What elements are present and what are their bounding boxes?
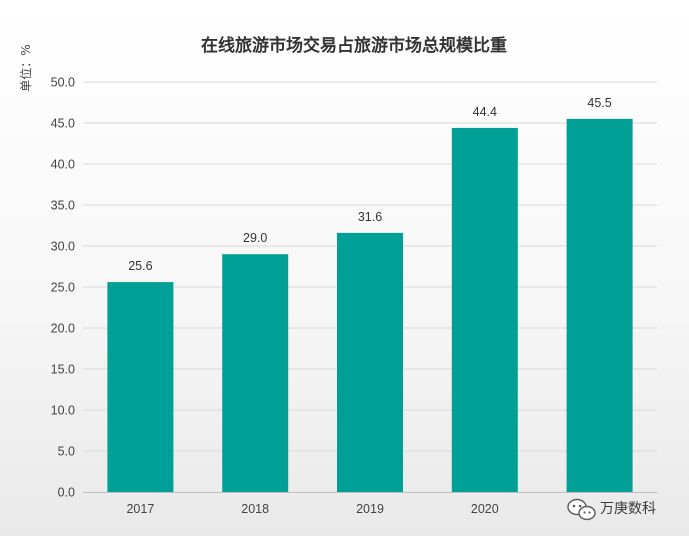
chart-title: 在线旅游市场交易占旅游市场总规模比重 bbox=[201, 35, 507, 56]
data-labels: 25.6 29.0 31.6 44.4 45.5 bbox=[128, 96, 612, 273]
bar-2017 bbox=[107, 282, 174, 492]
y-tick-label: 10.0 bbox=[51, 404, 75, 418]
x-tick-label: 2018 bbox=[241, 502, 269, 516]
x-tick-label: 2020 bbox=[471, 502, 499, 516]
bars bbox=[107, 118, 633, 493]
watermark-text: 万庚数科 bbox=[600, 501, 656, 517]
y-tick-label: 5.0 bbox=[58, 445, 75, 459]
y-tick-label: 30.0 bbox=[51, 240, 75, 254]
x-tick-label: 2017 bbox=[126, 502, 154, 516]
bar-2020 bbox=[451, 127, 518, 493]
x-tick-label: 2019 bbox=[356, 502, 384, 516]
y-tick-label: 25.0 bbox=[51, 281, 75, 295]
data-label: 31.6 bbox=[358, 210, 382, 224]
watermark: 万庚数科 bbox=[567, 498, 656, 521]
y-axis: 0.0 5.0 10.0 15.0 20.0 25.0 30.0 35.0 40.0 45.0 50… bbox=[51, 76, 75, 500]
data-label: 44.4 bbox=[473, 105, 497, 119]
bar-2021 bbox=[566, 118, 633, 493]
bar-2019 bbox=[337, 232, 403, 492]
y-tick-label: 15.0 bbox=[51, 363, 75, 377]
data-label: 29.0 bbox=[243, 231, 267, 245]
data-label: 45.5 bbox=[587, 96, 611, 110]
y-tick-label: 45.0 bbox=[51, 117, 75, 131]
wechat-icon bbox=[567, 498, 596, 521]
y-tick-label: 40.0 bbox=[51, 158, 75, 172]
bar-2018 bbox=[222, 254, 289, 492]
y-tick-label: 35.0 bbox=[51, 199, 75, 213]
y-tick-label: 50.0 bbox=[51, 76, 75, 90]
y-tick-label: 0.0 bbox=[58, 486, 75, 500]
x-axis: 2017 2018 2019 2020 bbox=[126, 502, 498, 516]
y-axis-unit: 单位：% bbox=[18, 44, 33, 91]
data-label: 25.6 bbox=[128, 259, 152, 273]
y-tick-label: 20.0 bbox=[51, 322, 75, 336]
